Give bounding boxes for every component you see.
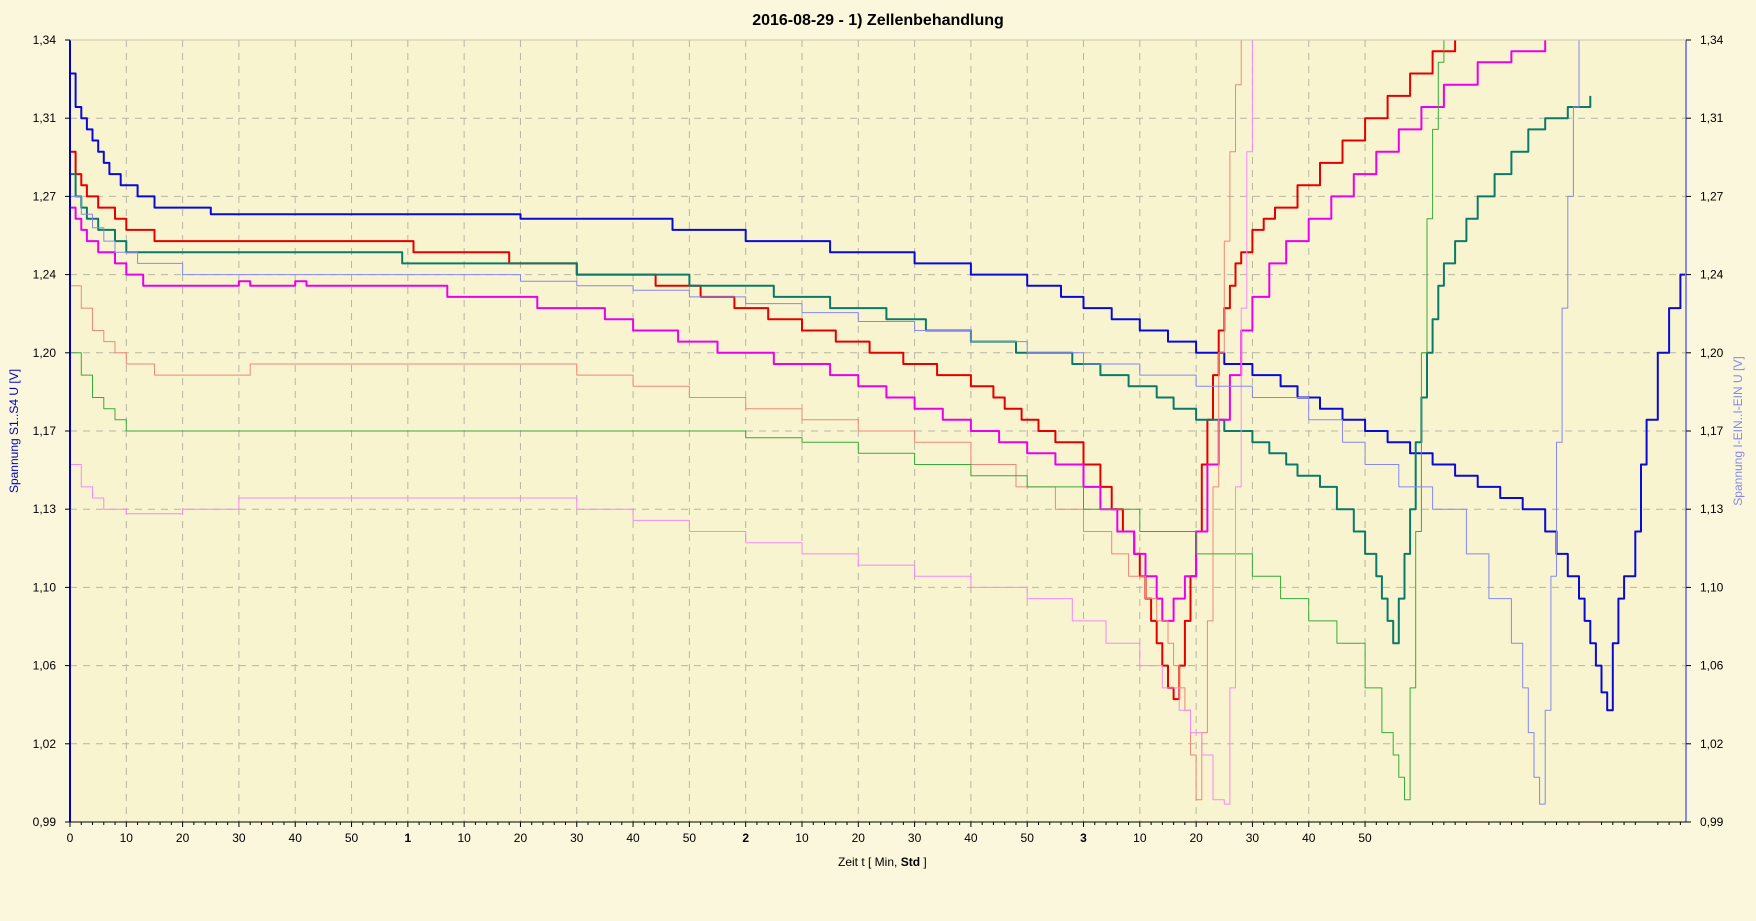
y-tick-label-left: 1,10 (33, 580, 57, 594)
series-line-4 (70, 40, 1547, 622)
series-line-2 (70, 40, 1457, 701)
x-axis-title-end: ] (920, 855, 927, 869)
y-tick-label-left: 1,02 (33, 737, 57, 751)
series-line-6 (70, 40, 1445, 801)
y-tick-label-right: 1,20 (1700, 346, 1724, 360)
series-line-1 (70, 72, 1687, 712)
y-tick-label-right: 1,17 (1700, 424, 1724, 438)
x-tick-label: 50 (345, 831, 359, 845)
series-line-7 (70, 40, 1253, 805)
y-axis-title-left: Spannung S1..S4 U [V] (7, 369, 21, 493)
x-tick-label: 40 (289, 831, 303, 845)
series-line-3 (70, 95, 1592, 645)
x-tick-label: 20 (1189, 831, 1203, 845)
y-axis-title-right: Spannung I-EIN..I-EIN U [V] (1731, 356, 1745, 505)
x-axis-title-bold: Std (901, 855, 920, 869)
x-tick-label: 20 (514, 831, 528, 845)
x-tick-label: 20 (176, 831, 190, 845)
x-ticks: 0 10 20 30 40 50 1 10 20 30 40 50 2 10 20 30 40 50 3 10 20 30… (67, 822, 1681, 845)
x-tick-label: 30 (908, 831, 922, 845)
x-tick-label: 3 (1080, 831, 1087, 845)
y-tick-label-left: 1,13 (33, 502, 57, 516)
y-tick-label-left: 1,24 (33, 268, 57, 282)
y-tick-label-left: 1,34 (33, 33, 57, 47)
y-ticks-right: 0,99 1,02 1,06 1,10 1,13 1,17 1,20 1,24 1,27 1,31… (1686, 33, 1724, 829)
y-tick-label-left: 1,20 (33, 346, 57, 360)
x-tick-label: 30 (232, 831, 246, 845)
y-tick-label-right: 1,34 (1700, 33, 1724, 47)
x-tick-label: 40 (1302, 831, 1316, 845)
y-tick-label-right: 1,27 (1700, 189, 1724, 203)
y-tick-label-left: 1,31 (33, 111, 57, 125)
chart-title: 2016-08-29 - 1) Zellenbehandlung (752, 12, 1004, 29)
y-tick-label-left: 1,17 (33, 424, 57, 438)
y-tick-label-right: 1,31 (1700, 111, 1724, 125)
y-tick-label-left: 1,27 (33, 189, 57, 203)
x-tick-label: 50 (1358, 831, 1372, 845)
x-tick-label: 50 (1021, 831, 1035, 845)
x-tick-label: 10 (120, 831, 134, 845)
y-tick-label-right: 1,13 (1700, 502, 1724, 516)
y-tick-label-left: 1,06 (33, 659, 57, 673)
y-tick-label-right: 1,06 (1700, 659, 1724, 673)
x-tick-label: 10 (795, 831, 809, 845)
x-tick-label: 40 (964, 831, 978, 845)
y-tick-label-right: 0,99 (1700, 815, 1724, 829)
y-tick-label-left: 0,99 (33, 815, 57, 829)
x-tick-label: 30 (570, 831, 584, 845)
y-ticks-left: 0,99 1,02 1,06 1,10 1,13 1,17 1,20 1,24 1,27 1,31… (33, 33, 70, 829)
x-tick-label: 30 (1246, 831, 1260, 845)
x-tick-label: 2 (742, 831, 749, 845)
x-tick-label: 40 (626, 831, 640, 845)
x-axis-title: Zeit t [ Min, Std ] (838, 855, 927, 869)
series-line-5 (70, 40, 1242, 801)
y-tick-label-right: 1,24 (1700, 268, 1724, 282)
series-group (70, 40, 1687, 805)
series-line-8 (70, 40, 1580, 805)
y-tick-label-right: 1,02 (1700, 737, 1724, 751)
x-axis-title-main: Zeit t [ Min, (838, 855, 901, 869)
x-tick-label: 50 (683, 831, 697, 845)
x-tick-label: 0 (67, 831, 74, 845)
x-tick-label: 1 (404, 831, 411, 845)
x-tick-label: 10 (457, 831, 471, 845)
x-tick-label: 10 (1133, 831, 1147, 845)
y-tick-label-right: 1,10 (1700, 580, 1724, 594)
x-tick-label: 20 (852, 831, 866, 845)
